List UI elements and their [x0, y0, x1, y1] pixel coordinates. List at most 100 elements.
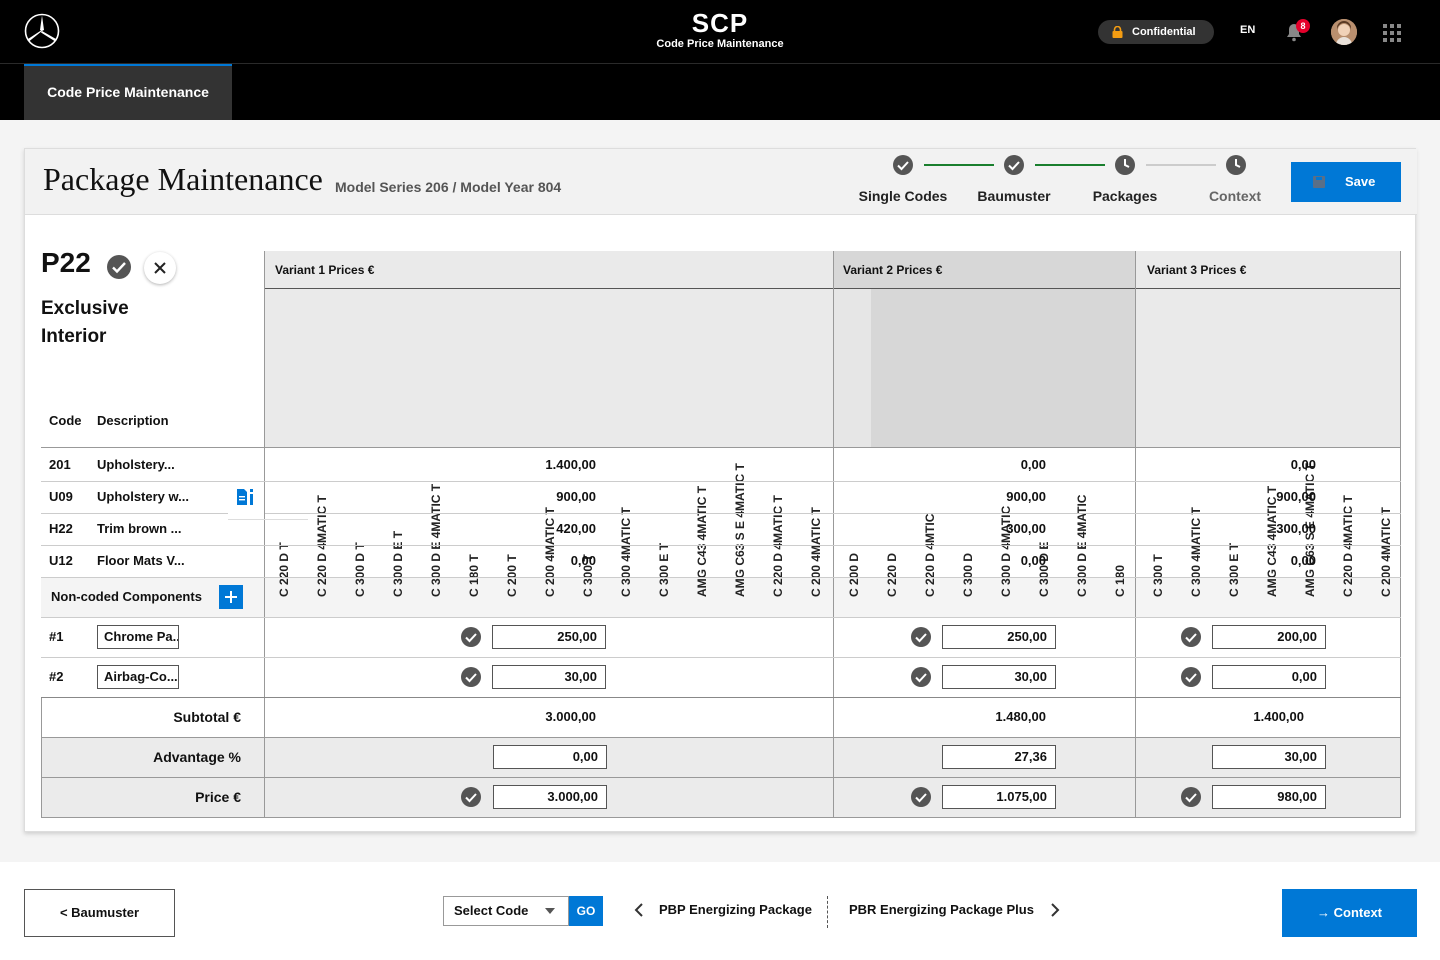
row-description: Upholstery w... — [97, 489, 189, 504]
column-divider — [1400, 251, 1401, 817]
model-header: AMG C63 S E 4MATIC T — [733, 463, 747, 597]
close-button[interactable] — [144, 252, 176, 284]
check-circle-icon[interactable] — [1181, 667, 1201, 687]
advantage-input-v2[interactable]: 27,36 — [942, 745, 1056, 769]
price-table: Variant 1 Prices € Variant 2 Prices € Va… — [41, 251, 1401, 818]
component-price-input-v1[interactable]: 250,00 — [492, 625, 606, 649]
document-info-icon[interactable] — [237, 489, 255, 505]
model-header: C 220 D — [885, 552, 899, 597]
next-package-link[interactable]: PBR Energizing Package Plus — [849, 902, 1034, 917]
language-switch[interactable]: EN — [1240, 24, 1256, 36]
advantage-input-v1[interactable]: 0,00 — [493, 745, 607, 769]
variant2-title: Variant 2 Prices € — [843, 263, 943, 277]
model-header: C 300 D E 4MATIC — [1075, 447, 1093, 597]
check-circle-icon[interactable] — [461, 627, 481, 647]
component-name-input[interactable]: Airbag-Co... — [97, 665, 179, 689]
component-price-input-v1[interactable]: 30,00 — [492, 665, 606, 689]
component-price-input-v2[interactable]: 250,00 — [942, 625, 1056, 649]
price-input-v3[interactable]: 980,00 — [1212, 785, 1326, 809]
row-divider — [41, 545, 1401, 546]
subtotal-v1: 3.000,00 — [545, 709, 596, 724]
component-price-input-v3[interactable]: 200,00 — [1212, 625, 1326, 649]
context-button[interactable]: → Context — [1282, 889, 1417, 937]
variant1-title: Variant 1 Prices € — [275, 263, 375, 277]
check-circle-icon[interactable] — [1181, 787, 1201, 807]
card-header: Package Maintenance Model Series 206 / M… — [25, 149, 1417, 215]
user-avatar-icon — [1331, 19, 1357, 45]
subtotal-label: Subtotal € — [173, 709, 241, 725]
step-label-single-codes[interactable]: Single Codes — [858, 188, 948, 204]
column-divider — [41, 697, 42, 817]
row-price-v3: 300,00 — [1276, 521, 1316, 536]
advantage-input-v3[interactable]: 30,00 — [1212, 745, 1326, 769]
row-divider — [228, 519, 308, 520]
check-circle-icon[interactable] — [911, 667, 931, 687]
row-divider — [41, 481, 1401, 482]
price-input-v2[interactable]: 1.075,00 — [942, 785, 1056, 809]
row-divider — [265, 513, 1401, 514]
model-header: C 300 E T — [657, 542, 671, 597]
row-divider — [41, 577, 1401, 578]
step-done-icon — [1004, 155, 1024, 175]
model-header: C 300 4MATIC T — [1189, 507, 1203, 597]
step-done-icon — [893, 155, 913, 175]
tab-code-price-maintenance[interactable]: Code Price Maintenance — [24, 64, 232, 120]
row-price-v1: 420,00 — [556, 521, 596, 536]
chevron-left-icon[interactable] — [634, 902, 644, 918]
row-price-v2: 0,00 — [1020, 457, 1046, 472]
variant3-title: Variant 3 Prices € — [1147, 263, 1247, 277]
check-circle-icon[interactable] — [911, 787, 931, 807]
model-header: C 300 D E T — [391, 530, 405, 597]
column-header-code: Code — [49, 413, 82, 428]
step-connector — [924, 164, 994, 166]
component-name-input[interactable]: Chrome Pa... — [97, 625, 179, 649]
column-header-description: Description — [97, 413, 169, 428]
component-index: #2 — [49, 669, 64, 684]
confidential-label: Confidential — [1132, 26, 1196, 38]
model-header: C 220 D 4MATIC T — [1341, 495, 1355, 597]
row-divider — [41, 697, 1401, 698]
row-price-v2: 900,00 — [1006, 489, 1046, 504]
add-component-button[interactable] — [219, 585, 243, 609]
go-button[interactable]: GO — [569, 896, 603, 926]
brand-logo-icon[interactable] — [24, 13, 60, 49]
app-launcher-icon[interactable] — [1383, 24, 1401, 42]
row-divider — [41, 737, 1401, 738]
row-code: 201 — [49, 457, 71, 472]
subtotal-v2: 1.480,00 — [995, 709, 1046, 724]
check-circle-icon[interactable] — [461, 787, 481, 807]
row-price-v2: 0,00 — [1020, 553, 1046, 568]
non-coded-row-bg — [41, 577, 1401, 617]
chevron-right-icon[interactable] — [1050, 902, 1060, 918]
model-header: C 300 T — [1151, 554, 1165, 597]
row-price-v3: 0,00 — [1290, 457, 1316, 472]
previous-package-link[interactable]: PBP Energizing Package — [659, 902, 812, 917]
step-label-baumuster[interactable]: Baumuster — [977, 188, 1051, 204]
component-price-input-v2[interactable]: 30,00 — [942, 665, 1056, 689]
model-header: C 220 D 4MATIC T — [315, 495, 329, 597]
step-label-packages[interactable]: Packages — [1092, 188, 1158, 204]
row-divider — [41, 617, 1401, 618]
package-code: P22 — [41, 247, 91, 278]
app-subtitle: Code Price Maintenance — [656, 38, 784, 50]
check-circle-icon[interactable] — [1181, 627, 1201, 647]
non-coded-label: Non-coded Components — [51, 589, 202, 604]
advantage-label: Advantage % — [153, 749, 241, 765]
column-divider — [833, 251, 834, 817]
step-label-context[interactable]: Context — [1208, 188, 1262, 204]
row-code: U12 — [49, 553, 73, 568]
avatar[interactable] — [1331, 19, 1357, 45]
component-price-input-v3[interactable]: 0,00 — [1212, 665, 1326, 689]
chevron-down-icon — [545, 908, 555, 914]
row-price-v3: 0,00 — [1290, 553, 1316, 568]
notification-badge: 8 — [1296, 19, 1310, 33]
save-button[interactable]: Save — [1291, 162, 1401, 202]
subtotal-v3: 1.400,00 — [1253, 709, 1304, 724]
check-circle-icon[interactable] — [911, 627, 931, 647]
back-baumuster-button[interactable]: < Baumuster — [24, 889, 175, 937]
package-name: Exclusive Interior — [41, 298, 129, 347]
price-input-v1[interactable]: 3.000,00 — [493, 785, 607, 809]
model-header: C 300 D T — [353, 542, 367, 597]
save-icon — [1313, 176, 1325, 188]
check-circle-icon[interactable] — [461, 667, 481, 687]
